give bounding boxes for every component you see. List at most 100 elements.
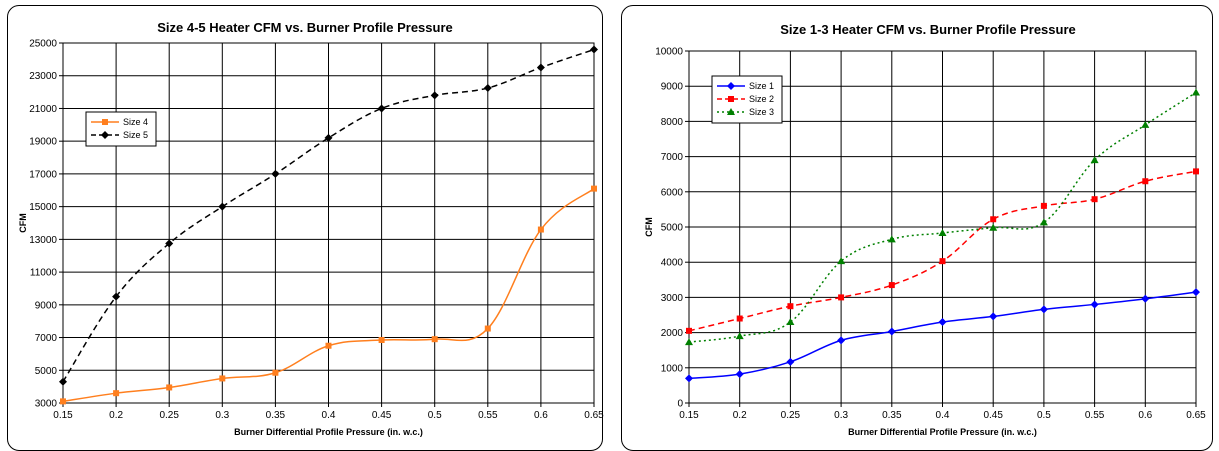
chart-left-legend: Size 4 Size 5: [85, 111, 157, 147]
chart-left-series-size-4: [60, 185, 597, 405]
chart-right-legend: Size 1 Size 2 Size 3: [711, 75, 783, 124]
chart-left-size-5-point-2: [165, 239, 174, 248]
chart-right-size-3-point-0: [685, 338, 693, 346]
chart-right-ytick-label-6: 6000: [661, 187, 684, 198]
chart-right-xtick-label-6: 0.45: [983, 410, 1003, 421]
chart-right-size-1-legend-point-0: [727, 82, 735, 90]
chart-left-size-5-point-3: [218, 202, 227, 211]
chart-right-xtick-label-0: 0.15: [679, 410, 699, 421]
chart-left-size-4-point-5: [325, 342, 332, 349]
chart-right-size-1-point-9: [1141, 294, 1150, 303]
chart-left-size-5-point-4: [271, 169, 280, 178]
chart-left-size-4-point-7: [431, 336, 438, 343]
chart-right-ytick-label-8: 8000: [661, 117, 684, 128]
chart-left-ytick-label-10: 23000: [29, 71, 57, 82]
chart-left-size-4-line: [62, 188, 595, 403]
chart-right-size-1-point-3: [837, 336, 846, 345]
chart-left-ytick-label-11: 25000: [29, 39, 57, 50]
chart-right-size-3-point-4: [887, 235, 896, 243]
chart-left-size-5-point-6: [377, 104, 386, 113]
chart-left-ytick-label-3: 9000: [35, 300, 58, 311]
chart-right-xtick-label-9: 0.6: [1138, 410, 1152, 421]
chart-right-xtick-label-10: 0.65: [1186, 410, 1206, 421]
chart-left-size-4-legend-point-0: [102, 119, 108, 125]
chart-right-size-2-point-6: [990, 216, 997, 223]
chart-left-size-5-point-9: [536, 63, 545, 72]
chart-right-size-1-point-4: [887, 327, 896, 336]
chart-left-svg: Size 4-5 Heater CFM vs. Burner Profile P…: [18, 20, 604, 437]
chart-left-ytick-label-9: 21000: [29, 104, 57, 115]
chart-left-size-5-point-10: [590, 45, 598, 54]
chart-right-size-2-point-10: [1193, 168, 1199, 175]
chart-right-size-3-point-9: [1141, 120, 1150, 128]
chart-left-ytick-label-5: 13000: [29, 235, 57, 246]
chart-left-size-5-line: [62, 48, 595, 383]
chart-left-xtick-label-6: 0.45: [372, 410, 392, 421]
chart-left-size-5-legend-point-0: [101, 131, 109, 139]
chart-right-size-1-point-1: [735, 370, 744, 379]
chart-right-size-2-point-4: [888, 282, 895, 289]
chart-left-size-5-point-7: [430, 91, 439, 100]
chart-right-xtick-label-4: 0.35: [882, 410, 902, 421]
chart-right-ytick-label-4: 4000: [661, 258, 684, 269]
chart-left-legend-label-size-5: Size 5: [123, 130, 148, 140]
chart-left-size-5-point-1: [112, 292, 121, 301]
chart-right-size-3-point-5: [938, 228, 947, 236]
chart-right-ytick-label-10: 10000: [655, 47, 683, 58]
chart-left-xtick-label-3: 0.3: [215, 410, 229, 421]
chart-right-size-3-point-3: [837, 257, 846, 265]
chart-right-size-1-point-0: [685, 374, 693, 383]
chart-right-size-2-point-3: [838, 294, 845, 301]
chart-right-series-size-2: [686, 168, 1199, 334]
chart-right-ytick-label-3: 3000: [661, 293, 684, 304]
chart-right-size-2-point-9: [1142, 178, 1149, 185]
chart-right-size-1-point-2: [786, 357, 795, 366]
chart-left-size-4-point-10: [591, 185, 597, 192]
chart-right-size-1-point-8: [1090, 300, 1099, 309]
chart-right-ytick-label-5: 5000: [661, 223, 684, 234]
chart-left-xtick-label-0: 0.15: [53, 410, 73, 421]
chart-left-ytick-label-2: 7000: [35, 333, 58, 344]
chart-right-size-3-legend-point-0: [727, 108, 735, 115]
chart-right-size-3-point-8: [1090, 156, 1099, 164]
chart-right-size-3-point-2: [786, 318, 795, 326]
chart-left-size-4-point-4: [272, 369, 279, 376]
chart-right-size-1-point-7: [1039, 305, 1048, 314]
chart-right-xtick-label-3: 0.3: [834, 410, 848, 421]
chart-left-size-4-point-6: [378, 337, 385, 343]
chart-left-xtick-label-4: 0.35: [266, 410, 286, 421]
chart-right-size-2-point-0: [686, 327, 692, 334]
chart-right-ytick-label-2: 2000: [661, 328, 684, 339]
chart-left-title: Size 4-5 Heater CFM vs. Burner Profile P…: [157, 20, 453, 35]
chart-right-size-1-point-6: [989, 312, 998, 321]
chart-right-series-size-3: [685, 88, 1200, 346]
chart-right-size-2-legend-point-0: [728, 96, 734, 102]
chart-right-size-1-point-5: [938, 318, 947, 327]
chart-right-ytick-label-0: 0: [677, 399, 683, 410]
chart-left-size-5-point-0: [59, 377, 67, 386]
chart-right-size-3-point-7: [1039, 218, 1048, 226]
chart-right-svg: Size 1-3 Heater CFM vs. Burner Profile P…: [644, 22, 1206, 437]
chart-right-xaxis-label: Burner Differential Profile Pressure (in…: [848, 427, 1037, 437]
chart-right-size-2-point-5: [939, 258, 946, 265]
chart-right-yaxis-label: CFM: [644, 217, 654, 237]
chart-right-size-3-point-6: [989, 223, 998, 231]
chart-left-size-4-point-8: [484, 325, 491, 332]
chart-right-ytick-label-7: 7000: [661, 152, 684, 163]
chart-left-size-4-point-3: [219, 375, 226, 382]
chart-right-size-2-point-1: [736, 315, 743, 322]
chart-left-yaxis-label: CFM: [18, 213, 28, 233]
chart-right-legend-label-size-3: Size 3: [749, 107, 774, 117]
chart-left-size-4-point-9: [537, 226, 544, 233]
chart-left-size-5-point-5: [324, 133, 333, 142]
chart-right-xtick-label-8: 0.55: [1085, 410, 1105, 421]
chart-left-size-4-point-0: [60, 398, 66, 405]
chart-right-panel: Size 1-3 Heater CFM vs. Burner Profile P…: [621, 5, 1213, 451]
chart-left-ytick-label-0: 3000: [35, 399, 58, 410]
chart-left-ytick-label-7: 17000: [29, 169, 57, 180]
chart-left-xaxis-label: Burner Differential Profile Pressure (in…: [234, 427, 423, 437]
chart-right-legend-label-size-2: Size 2: [749, 94, 774, 104]
chart-right-legend-label-size-1: Size 1: [749, 81, 774, 91]
chart-left-legend-label-size-4: Size 4: [123, 117, 148, 127]
chart-left-ytick-label-4: 11000: [30, 268, 58, 279]
